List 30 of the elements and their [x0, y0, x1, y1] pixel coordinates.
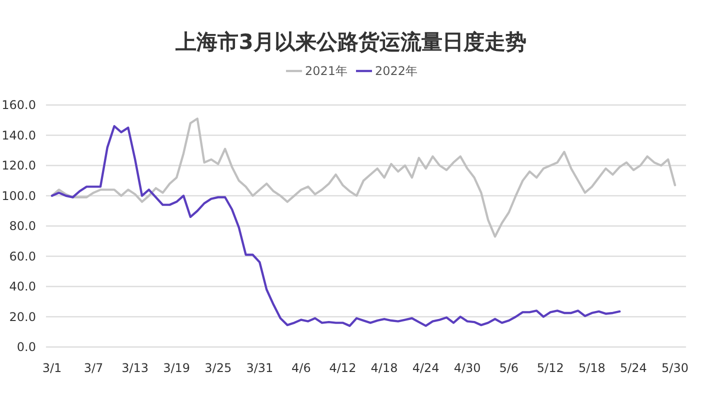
chart-title: 上海市3月以来公路货运流量日度走势 [174, 30, 526, 54]
x-tick-label: 3/25 [204, 361, 232, 375]
legend-label: 2022年 [375, 64, 418, 78]
x-tick-label: 5/12 [536, 361, 564, 375]
y-tick-label: 0.0 [16, 340, 36, 354]
x-tick-label: 4/24 [412, 361, 440, 375]
y-tick-label: 120.0 [2, 158, 36, 172]
legend-label: 2021年 [305, 64, 348, 78]
x-tick-label: 3/1 [42, 361, 62, 375]
x-tick-label: 5/18 [578, 361, 606, 375]
y-tick-label: 160.0 [2, 98, 36, 112]
y-tick-label: 40.0 [9, 280, 36, 294]
x-tick-label: 4/6 [292, 361, 311, 375]
line-series [50, 125, 621, 327]
x-tick-label: 5/24 [620, 361, 647, 375]
x-tick-label: 3/13 [122, 361, 149, 375]
x-tick-label: 3/7 [84, 361, 104, 375]
line-series [50, 118, 676, 238]
y-tick-label: 80.0 [9, 219, 36, 233]
x-tick-label: 5/6 [499, 361, 519, 375]
x-tick-label: 5/30 [662, 361, 688, 375]
x-tick-label: 4/18 [370, 361, 398, 375]
x-tick-label: 4/30 [454, 361, 481, 375]
y-tick-label: 140.0 [2, 128, 36, 142]
y-tick-label: 100.0 [2, 188, 36, 203]
x-tick-label: 3/31 [246, 361, 274, 375]
x-tick-label: 3/19 [163, 361, 190, 375]
x-tick-label: 4/12 [329, 361, 356, 375]
y-tick-label: 20.0 [9, 310, 36, 324]
y-tick-label: 60.0 [9, 249, 36, 264]
